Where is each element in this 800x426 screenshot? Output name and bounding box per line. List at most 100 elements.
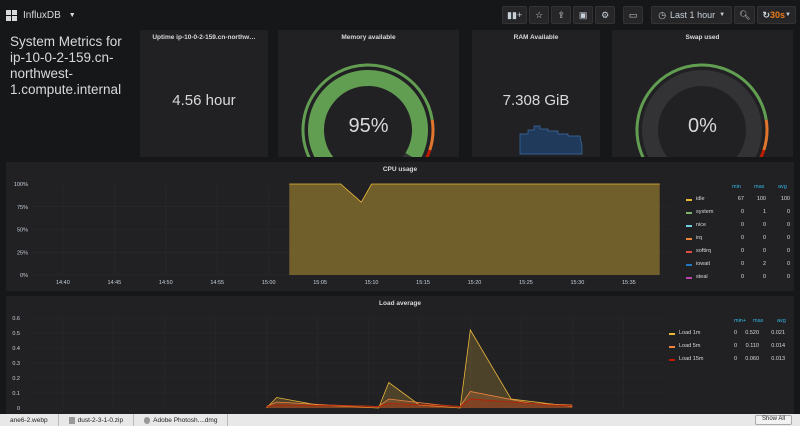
- cpu-legend-row[interactable]: steal 0 0 0: [686, 274, 796, 284]
- share-button[interactable]: ⇪: [551, 6, 572, 24]
- uptime-panel: Uptime ip-10-0-2-159.cn-northw… 4.56 hou…: [140, 30, 268, 157]
- show-all-button[interactable]: Show All: [754, 415, 792, 425]
- load-legend-min-header[interactable]: min+: [734, 318, 747, 324]
- dashboard-title[interactable]: InfluxDB: [23, 9, 61, 21]
- chevron-down-icon[interactable]: ▼: [68, 11, 76, 19]
- cpu-legend-avg-header[interactable]: avg: [778, 184, 787, 190]
- memory-gauge-threshold-green: [301, 63, 434, 157]
- dashboard-picker[interactable]: InfluxDB ▼: [0, 9, 76, 21]
- cpu-legend-max: 0: [762, 222, 766, 228]
- cpu-legend-avg: 0: [786, 235, 790, 241]
- cpu-legend-max: 100: [756, 196, 766, 202]
- cpu-usage-chart[interactable]: 0% 25% 50% 75% 100% 14:40 14:45 14:50 14:55 15:00…: [6, 162, 686, 291]
- cpu-usage-title[interactable]: CPU usage: [382, 166, 418, 173]
- load-legend-avg-header[interactable]: avg: [777, 318, 786, 324]
- star-button[interactable]: ☆: [529, 6, 550, 24]
- swap-gauge-threshold-red: [759, 149, 766, 157]
- load-y-tick: 0.2: [12, 376, 20, 382]
- load-legend-avg: 0.014: [771, 343, 785, 349]
- cpu-legend-avg: 0: [786, 209, 790, 215]
- cpu-legend-min: 0: [740, 222, 744, 228]
- cpu-x-tick: 15:25: [519, 280, 533, 286]
- cpu-legend-max: 0: [762, 235, 766, 241]
- cpu-legend-avg: 0: [786, 261, 790, 267]
- cpu-y-tick: 75%: [17, 205, 28, 211]
- refresh-interval: 30s: [770, 10, 786, 20]
- load-legend-swatch: [669, 333, 675, 335]
- swap-title[interactable]: Swap used: [685, 34, 720, 41]
- time-range-picker[interactable]: ◷ Last 1 hour ▼: [651, 6, 733, 24]
- load-legend-avg: 0.021: [771, 330, 785, 336]
- zoom-out-icon: 🔍︎: [739, 9, 751, 20]
- cpu-x-tick: 15:10: [365, 280, 379, 286]
- save-button[interactable]: ▣: [573, 6, 594, 24]
- share-icon: ⇪: [557, 9, 565, 20]
- load-legend-max-header[interactable]: max: [753, 318, 764, 324]
- load-legend: min+ max avg Load 1m 0 0.520 0.021 Load 5m 0 0…: [669, 318, 793, 378]
- tv-mode-button[interactable]: ▭: [623, 6, 644, 24]
- ram-panel: RAM Available 7.308 GiB: [472, 30, 600, 157]
- cpu-legend-min: 0: [740, 235, 744, 241]
- settings-icon: ⚙: [601, 9, 610, 20]
- memory-gauge-threshold-orange: [428, 119, 435, 151]
- refresh-icon: ↻: [762, 9, 771, 20]
- dashboards-grid-icon: [6, 9, 17, 21]
- download-item-2[interactable]: Adobe Photosh....dmg: [134, 414, 229, 426]
- load-legend-name: Load 5m: [679, 343, 701, 349]
- cpu-legend-max-header[interactable]: max: [754, 184, 765, 190]
- load-legend-name: Load 1m: [679, 330, 701, 336]
- cpu-legend-swatch: [686, 251, 692, 253]
- load-series-area: [266, 330, 573, 408]
- memory-title[interactable]: Memory available: [341, 34, 396, 41]
- memory-gauge-threshold-red: [425, 149, 432, 157]
- cpu-legend-row[interactable]: irq 0 0 0: [686, 235, 796, 245]
- cpu-legend-name: system: [696, 209, 714, 215]
- cpu-x-tick: 15:30: [571, 280, 585, 286]
- load-legend-max: 0.060: [745, 356, 759, 362]
- cpu-legend-row[interactable]: idle 67 100 100: [686, 196, 796, 206]
- load-series-area: [266, 391, 573, 408]
- add-panel-icon: ▮▮+: [507, 9, 523, 20]
- load-legend-min: 0: [733, 356, 737, 362]
- cpu-legend-avg: 0: [786, 222, 790, 228]
- cpu-series-idle-line: [289, 183, 660, 203]
- zoom-out-button[interactable]: 🔍︎: [734, 6, 756, 24]
- cpu-legend-swatch: [686, 212, 692, 214]
- uptime-title[interactable]: Uptime ip-10-0-2-159.cn-northw…: [152, 34, 256, 41]
- load-legend-swatch: [669, 359, 675, 361]
- load-legend-row[interactable]: Load 1m 0 0.520 0.021: [669, 330, 785, 340]
- cpu-legend-min-header[interactable]: min: [732, 184, 741, 190]
- load-average-chart[interactable]: 0 0.1 0.2 0.3 0.4 0.5 0.6: [6, 296, 666, 414]
- cpu-legend-swatch: [686, 225, 692, 227]
- load-average-title[interactable]: Load average: [379, 300, 421, 307]
- load-legend-max: 0.110: [745, 343, 759, 349]
- load-y-tick: 0.5: [12, 331, 20, 337]
- load-average-panel: Load average 0 0.1 0.2 0.3 0.4 0.5 0.6 min+ ma…: [6, 296, 794, 414]
- cpu-legend-row[interactable]: nice 0 0 0: [686, 222, 796, 232]
- download-item-1[interactable]: dust-2-3-1-0.zip: [59, 414, 135, 426]
- cpu-legend-row[interactable]: system 0 1 0: [686, 209, 796, 219]
- memory-gauge-value-arc: [308, 70, 428, 157]
- load-legend-row[interactable]: Load 5m 0 0.110 0.014: [669, 343, 785, 353]
- settings-button[interactable]: ⚙: [595, 6, 616, 24]
- cpu-x-tick: 15:05: [313, 280, 327, 286]
- cpu-y-tick: 0%: [20, 273, 28, 279]
- memory-value: 95%: [348, 115, 389, 137]
- swap-gauge-threshold-orange: [762, 119, 769, 151]
- cpu-legend-row[interactable]: softirq 0 0 0: [686, 248, 796, 258]
- cpu-legend-min: 0: [740, 248, 744, 254]
- load-legend-swatch: [669, 346, 675, 348]
- add-panel-button[interactable]: ▮▮+: [502, 6, 528, 24]
- swap-value: 0%: [688, 115, 717, 137]
- star-icon: ☆: [535, 9, 544, 20]
- ram-title[interactable]: RAM Available: [513, 34, 559, 41]
- cpu-legend-row[interactable]: iowait 0 2 0: [686, 261, 796, 271]
- download-item-0[interactable]: ane6-2.webp: [0, 414, 59, 426]
- refresh-picker[interactable]: ↻ 30s ▼: [757, 6, 796, 24]
- load-legend-row[interactable]: Load 15m 0 0.060 0.013: [669, 356, 785, 366]
- cpu-legend-name: idle: [696, 196, 705, 202]
- load-y-tick: 0.4: [12, 346, 20, 352]
- memory-panel: Memory available 95%: [278, 30, 459, 157]
- cpu-x-tick: 14:40: [56, 280, 70, 286]
- load-y-tick: 0.1: [12, 391, 20, 397]
